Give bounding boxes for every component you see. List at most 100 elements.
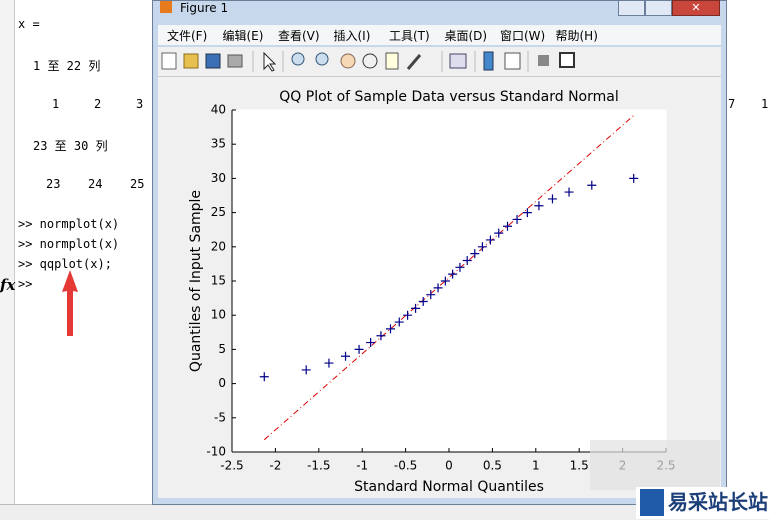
console-text: 1 至 22 列 <box>33 59 101 73</box>
watermark-text: 易采站长站 <box>668 490 768 514</box>
tool-icon[interactable] <box>183 53 199 69</box>
data-point <box>440 276 450 286</box>
x-tick-label: 0 <box>445 459 453 473</box>
console-command: >> normplot(x) <box>18 237 120 251</box>
x-tick-label: 0.5 <box>483 459 502 473</box>
x-tick-label: -1.5 <box>307 459 330 473</box>
x-tick-label: 1 <box>532 459 540 473</box>
x-tick-label: -2.5 <box>220 459 243 473</box>
tool-icon[interactable] <box>315 52 329 66</box>
y-tick-label: 20 <box>211 239 226 253</box>
tool-icon[interactable] <box>161 52 177 70</box>
data-point <box>324 358 334 368</box>
tool-icon[interactable] <box>483 51 494 71</box>
y-tick-label: -10 <box>206 445 226 459</box>
menu-item[interactable]: 工具(T) <box>389 28 430 43</box>
chart-title: QQ Plot of Sample Data versus Standard N… <box>279 89 618 105</box>
toolbar <box>158 47 721 77</box>
watermark-logo <box>640 489 664 516</box>
x-tick-label: -0.5 <box>394 459 417 473</box>
console-gutter <box>0 0 15 505</box>
window-title: Figure 1 <box>180 1 229 15</box>
tool-icon[interactable] <box>449 53 467 69</box>
data-point <box>448 269 458 279</box>
console-number: 1 <box>52 97 60 111</box>
data-point <box>341 351 351 361</box>
menu-item[interactable]: 帮助(H) <box>555 28 598 43</box>
menu-item[interactable]: 编辑(E) <box>222 28 264 43</box>
tool-icon[interactable] <box>385 52 399 70</box>
data-point <box>354 344 364 354</box>
data-point <box>411 303 421 313</box>
tool-icon[interactable] <box>227 54 243 68</box>
y-tick-label: 15 <box>211 274 226 288</box>
x-tick-label: -1 <box>356 459 368 473</box>
data-point <box>629 173 639 183</box>
blur-overlay <box>590 440 720 490</box>
menu-bar: 文件(F) 编辑(E) 查看(V) 插入(I) 工具(T) 桌面(D) 窗口(W) 帮助(H) <box>158 25 721 45</box>
console-text: 23 至 30 列 <box>33 139 108 153</box>
tool-icon[interactable] <box>559 52 575 68</box>
menu-item[interactable]: 桌面(D) <box>444 28 488 43</box>
data-point <box>433 283 443 293</box>
console-text: x = <box>18 17 40 31</box>
data-point <box>470 249 480 259</box>
x-tick-label: 1.5 <box>570 459 589 473</box>
tool-icon[interactable] <box>538 55 549 66</box>
menu-item[interactable]: 插入(I) <box>333 28 371 43</box>
data-point <box>376 331 386 341</box>
data-point <box>301 365 311 375</box>
console-number: 2 <box>94 97 102 111</box>
console-number: 7 <box>728 97 736 111</box>
tool-icon[interactable] <box>504 52 521 70</box>
y-tick-label: 40 <box>211 103 226 117</box>
menu-item[interactable]: 窗口(W) <box>500 28 546 43</box>
tool-icon[interactable] <box>205 53 221 69</box>
maximize-button[interactable] <box>645 0 672 16</box>
data-point <box>587 180 597 190</box>
menu-item[interactable]: 查看(V) <box>278 28 320 43</box>
tool-icon[interactable] <box>406 54 422 70</box>
y-axis-label: Quantiles of Input Sample <box>188 190 204 372</box>
close-button[interactable]: ✕ <box>672 0 720 16</box>
tool-icon[interactable] <box>291 52 305 66</box>
console-prompt: >> <box>18 277 33 291</box>
minimize-button[interactable] <box>618 0 645 16</box>
data-point <box>403 310 413 320</box>
y-tick-label: 30 <box>211 171 226 185</box>
data-point <box>462 255 472 265</box>
data-point <box>522 208 532 218</box>
y-tick-label: 5 <box>218 342 226 356</box>
console-command: >> normplot(x) <box>18 217 120 231</box>
data-point <box>564 187 574 197</box>
y-tick-label: -5 <box>214 410 226 424</box>
menu-item[interactable]: 文件(F) <box>167 28 208 43</box>
tool-icon[interactable] <box>340 53 356 69</box>
data-point <box>547 194 557 204</box>
x-axis-label: Standard Normal Quantiles <box>354 479 544 495</box>
data-point <box>485 235 495 245</box>
reference-line <box>263 115 635 441</box>
data-point <box>534 201 544 211</box>
y-tick-label: 35 <box>211 137 226 151</box>
tool-icon[interactable] <box>263 51 277 72</box>
fx-button[interactable]: fx <box>0 276 16 294</box>
tool-icon[interactable] <box>362 53 378 69</box>
window-icon <box>160 1 172 13</box>
data-point <box>385 324 395 334</box>
console-number: 24 <box>88 177 103 191</box>
data-point <box>494 228 504 238</box>
console-number: 1 <box>761 97 769 111</box>
console-number: 25 <box>130 177 145 191</box>
x-tick-label: -2 <box>269 459 281 473</box>
console-number: 23 <box>46 177 61 191</box>
data-point <box>503 221 513 231</box>
red-arrow <box>62 270 78 336</box>
toolbar-icons <box>161 51 575 72</box>
y-tick-label: 25 <box>211 205 226 219</box>
data-point <box>477 242 487 252</box>
y-tick-label: 10 <box>211 308 226 322</box>
